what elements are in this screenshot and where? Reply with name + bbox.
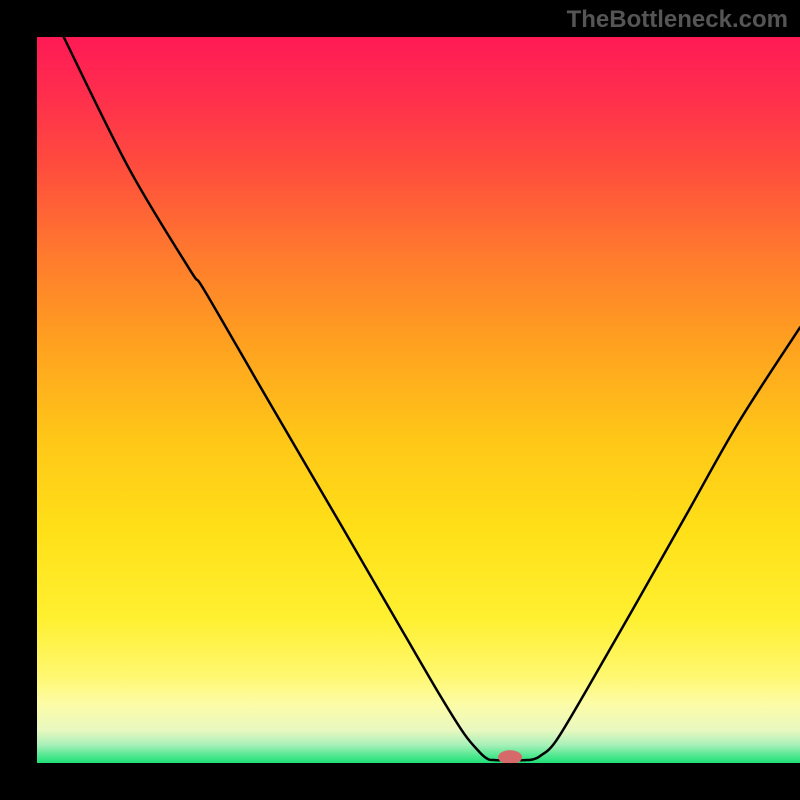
watermark-text: TheBottleneck.com — [567, 6, 788, 34]
optimal-marker — [498, 750, 522, 764]
chart-svg — [0, 0, 800, 800]
plot-background — [37, 37, 800, 763]
bottleneck-chart: TheBottleneck.com — [0, 0, 800, 800]
